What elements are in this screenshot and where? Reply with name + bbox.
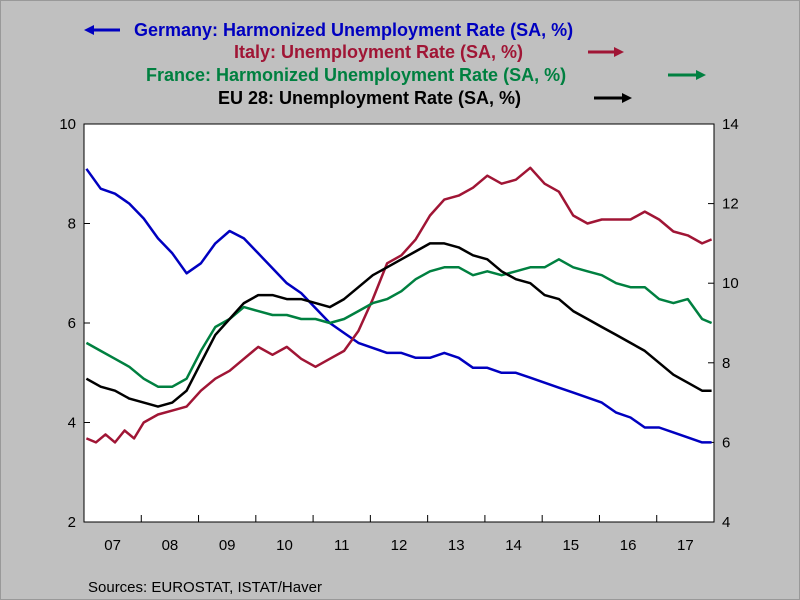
series-line-eu xyxy=(85,242,712,408)
legend-eu-label: EU 28: Unemployment Rate (SA, %) xyxy=(218,88,521,108)
y-axis-right: 4 6 8 10 12 14 xyxy=(708,116,739,531)
x-tick-label-8: 15 xyxy=(562,537,579,554)
x-tick-label-7: 14 xyxy=(505,537,522,554)
x-tick-label-6: 13 xyxy=(448,537,465,554)
legend-eu-arrow-head xyxy=(622,93,632,103)
y-left-tick-label-4: 10 xyxy=(59,116,76,133)
x-tick-label-3: 10 xyxy=(276,537,293,554)
x-tick-label-2: 09 xyxy=(219,537,236,554)
legend: Germany: Harmonized Unemployment Rate (S… xyxy=(84,20,706,108)
y-right-tick-label-0: 4 xyxy=(722,514,730,531)
y-left-tick-label-3: 8 xyxy=(68,216,76,233)
legend-germany: Germany: Harmonized Unemployment Rate (S… xyxy=(84,20,573,40)
y-right-tick-label-4: 12 xyxy=(722,196,739,213)
series-line-germany xyxy=(85,168,712,444)
y-left-tick-label-2: 6 xyxy=(68,315,76,332)
y-right-tick-label-3: 10 xyxy=(722,275,739,292)
plot-area xyxy=(83,123,715,523)
y-right-tick-label-5: 14 xyxy=(722,116,739,133)
series-line-france xyxy=(85,258,713,388)
source-note: Sources: EUROSTAT, ISTAT/Haver xyxy=(88,579,322,596)
legend-france-label: France: Harmonized Unemployment Rate (SA… xyxy=(146,65,566,85)
legend-italy-arrow-head xyxy=(614,47,624,57)
y-right-tick-label-1: 6 xyxy=(722,434,730,451)
x-tick-label-10: 17 xyxy=(677,537,694,554)
legend-italy: Italy: Unemployment Rate (SA, %) xyxy=(234,42,624,62)
series-line-italy xyxy=(85,166,713,444)
legend-italy-label: Italy: Unemployment Rate (SA, %) xyxy=(234,42,523,62)
legend-germany-arrow-head xyxy=(84,25,94,35)
x-tick-label-9: 16 xyxy=(620,537,637,554)
x-tick-label-5: 12 xyxy=(391,537,408,554)
legend-france: France: Harmonized Unemployment Rate (SA… xyxy=(146,65,706,85)
y-left-tick-label-1: 4 xyxy=(68,415,76,432)
y-left-tick-label-0: 2 xyxy=(68,514,76,531)
x-tick-label-0: 07 xyxy=(104,537,121,554)
y-axis-left: 2 4 6 8 10 xyxy=(59,116,90,531)
series-layer xyxy=(85,166,713,444)
x-axis: 07 08 09 10 11 12 13 14 15 16 17 xyxy=(104,515,694,554)
x-tick-label-1: 08 xyxy=(162,537,179,554)
x-tick-label-4: 11 xyxy=(334,537,350,554)
legend-germany-label: Germany: Harmonized Unemployment Rate (S… xyxy=(134,20,573,40)
y-right-tick-label-2: 8 xyxy=(722,355,730,372)
legend-eu: EU 28: Unemployment Rate (SA, %) xyxy=(218,88,632,108)
legend-france-arrow-head xyxy=(696,70,706,80)
